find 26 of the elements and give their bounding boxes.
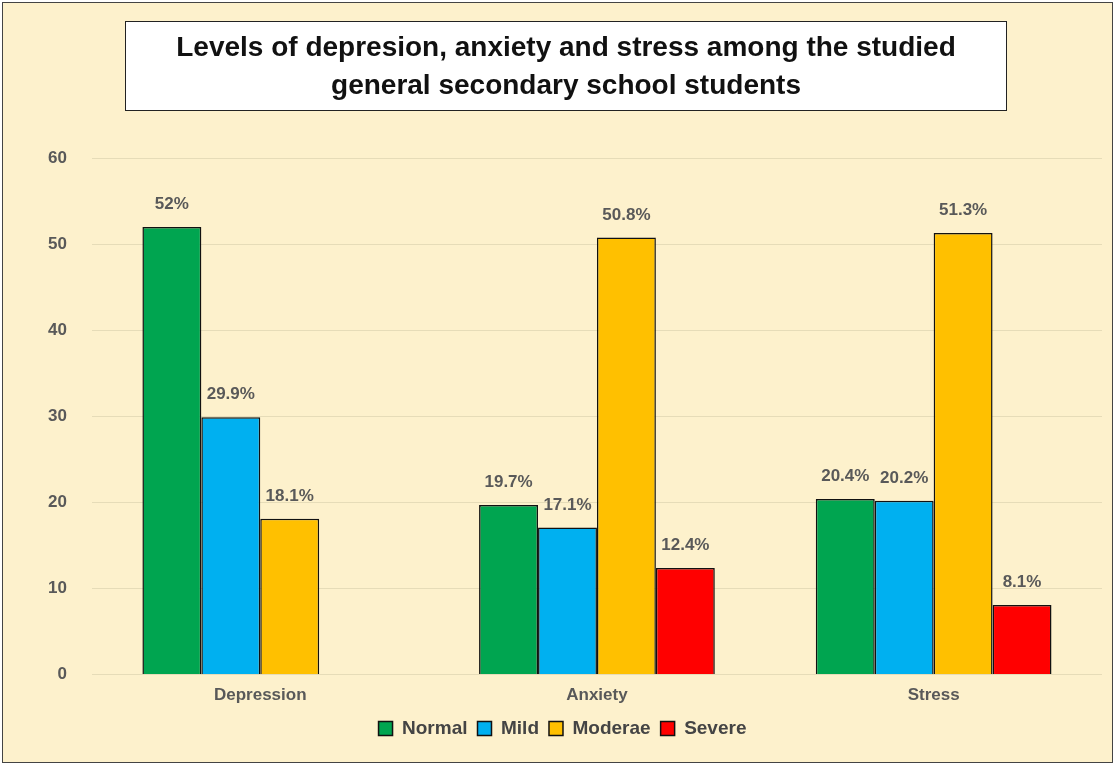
chart-title: Levels of depresion, anxiety and stress among the studied general secondary school students xyxy=(125,21,1007,111)
data-label: 20.4% xyxy=(821,466,870,486)
data-label: 51.3% xyxy=(939,200,988,220)
data-label: 50.8% xyxy=(602,204,651,224)
y-tick-label: 60 xyxy=(47,147,67,167)
data-label: 19.7% xyxy=(484,472,533,492)
data-label: 29.9% xyxy=(206,384,255,404)
x-tick-label: Depression xyxy=(213,685,307,705)
legend-label: Moderae xyxy=(572,716,651,738)
y-tick-label: 20 xyxy=(47,492,67,512)
data-label: 17.1% xyxy=(543,494,592,514)
data-label: 12.4% xyxy=(661,535,710,555)
data-label: 8.1% xyxy=(1002,572,1042,592)
legend-label: Normal xyxy=(402,716,468,738)
y-tick-label: 50 xyxy=(47,233,67,253)
data-label: 20.2% xyxy=(880,467,929,487)
data-label: 52% xyxy=(154,194,189,214)
legend-label: Severe xyxy=(684,716,747,738)
legend-label: Mild xyxy=(501,716,539,738)
y-tick-label: 40 xyxy=(47,320,67,340)
y-tick-label: 10 xyxy=(47,578,67,598)
data-label: 18.1% xyxy=(265,486,314,506)
y-tick-label: 30 xyxy=(47,406,67,426)
x-tick-label: Stress xyxy=(907,685,960,705)
x-tick-label: Anxiety xyxy=(566,685,629,705)
y-tick-label: 0 xyxy=(57,664,67,684)
